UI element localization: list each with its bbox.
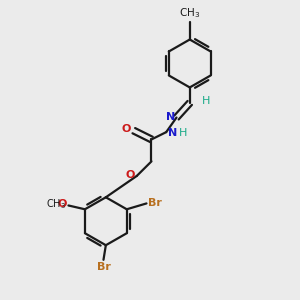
Text: O: O (58, 199, 67, 209)
Text: CH$_3$: CH$_3$ (46, 197, 66, 211)
Text: O: O (125, 169, 134, 179)
Text: H: H (202, 97, 210, 106)
Text: Br: Br (148, 198, 162, 208)
Text: O: O (122, 124, 131, 134)
Text: H: H (178, 128, 187, 138)
Text: N: N (166, 112, 175, 122)
Text: CH$_3$: CH$_3$ (179, 6, 200, 20)
Text: Br: Br (97, 262, 110, 272)
Text: N: N (168, 128, 177, 138)
